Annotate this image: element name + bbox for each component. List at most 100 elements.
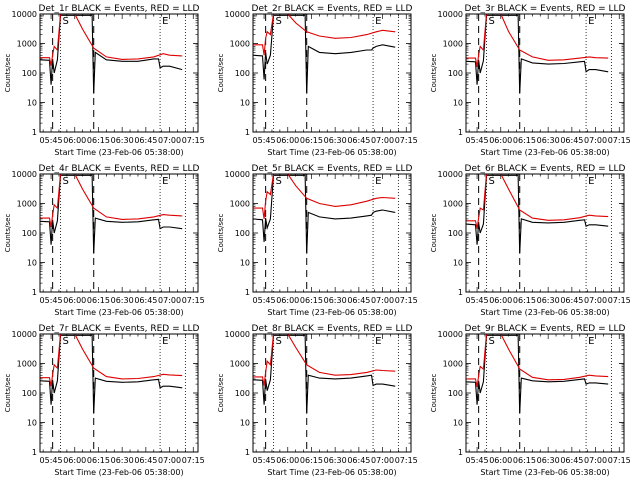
y-tick-label: 1 <box>245 128 250 137</box>
x-tick-label: 06:30 <box>111 456 134 465</box>
end-marker-label: E <box>375 336 381 347</box>
end-marker-label: E <box>375 16 381 27</box>
y-tick-label: 10 <box>27 99 37 108</box>
start-marker-label: S <box>489 176 495 187</box>
y-tick-label: 10 <box>453 99 463 108</box>
x-tick-label: 06:00 <box>489 136 512 145</box>
y-tick-label: 1000 <box>17 40 37 49</box>
x-tick-label: 05:45 <box>466 296 489 305</box>
x-tick-label: 05:45 <box>466 136 489 145</box>
plot-frame <box>465 13 625 133</box>
y-tick-label: 1 <box>458 288 463 297</box>
start-marker-label: S <box>63 176 69 187</box>
x-axis-label: Start Time (23-Feb-06 05:38:00) <box>54 308 183 317</box>
plot-frame <box>252 13 412 133</box>
end-marker-label: E <box>588 176 594 187</box>
end-marker-label: E <box>588 336 594 347</box>
y-tick-label: 100 <box>22 389 37 398</box>
x-tick-label: 06:15 <box>87 296 110 305</box>
series-line-events <box>466 14 609 94</box>
series-line-lld <box>40 14 183 66</box>
x-tick-label: 07:15 <box>182 456 205 465</box>
x-tick-label: 07:00 <box>371 136 394 145</box>
x-tick-label: 06:45 <box>560 296 583 305</box>
series-line-lld <box>253 174 396 219</box>
x-tick-label: 07:15 <box>608 136 631 145</box>
plot-frame <box>252 173 412 293</box>
plot-area <box>40 334 186 452</box>
plot-area <box>253 174 399 292</box>
x-tick-label: 05:45 <box>466 456 489 465</box>
x-tick-label: 05:45 <box>40 456 63 465</box>
series-line-events <box>40 174 183 254</box>
start-marker-label: S <box>63 336 69 347</box>
end-marker-label: E <box>162 176 168 187</box>
y-axis-label: Counts/sec <box>217 54 225 93</box>
x-tick-label: 05:45 <box>40 136 63 145</box>
x-tick-label: 06:00 <box>276 456 299 465</box>
series-line-lld <box>253 14 396 56</box>
plot-frame <box>465 173 625 293</box>
y-axis-label: Counts/sec <box>4 374 12 413</box>
y-tick-label: 1 <box>458 448 463 457</box>
x-tick-label: 06:15 <box>300 296 323 305</box>
y-tick-label: 1000 <box>17 360 37 369</box>
panel-title: Det_8r BLACK = Events, RED = LLD <box>252 324 413 334</box>
y-tick-label: 1000 <box>230 40 250 49</box>
series-line-events <box>40 14 183 94</box>
plot-area <box>40 14 186 132</box>
x-tick-label: 07:00 <box>371 296 394 305</box>
x-tick-label: 07:15 <box>395 296 418 305</box>
start-marker-label: S <box>276 16 282 27</box>
y-tick-label: 1000 <box>443 40 463 49</box>
x-tick-label: 07:15 <box>182 296 205 305</box>
panel-title: Det_2r BLACK = Events, RED = LLD <box>252 4 413 14</box>
plot-frame <box>39 13 199 133</box>
panel-8: Det_8r BLACK = Events, RED = LLD Counts/s… <box>217 324 418 477</box>
panel-7: Det_7r BLACK = Events, RED = LLD Counts/s… <box>4 324 205 477</box>
x-tick-label: 06:00 <box>489 296 512 305</box>
panel-title: Det_3r BLACK = Events, RED = LLD <box>465 4 626 14</box>
x-tick-label: 06:45 <box>134 296 157 305</box>
series-line-lld <box>466 334 609 388</box>
x-tick-label: 06:00 <box>63 296 86 305</box>
x-tick-label: 06:30 <box>111 136 134 145</box>
start-marker-label: S <box>276 176 282 187</box>
x-axis-label: Start Time (23-Feb-06 05:38:00) <box>54 148 183 157</box>
y-tick-label: 1000 <box>17 200 37 209</box>
y-axis-label: Counts/sec <box>430 214 438 253</box>
x-tick-label: 06:30 <box>111 296 134 305</box>
x-axis-label: Start Time (23-Feb-06 05:38:00) <box>267 468 396 477</box>
series-line-lld <box>466 14 609 68</box>
end-marker-label: E <box>162 16 168 27</box>
x-tick-label: 06:45 <box>560 136 583 145</box>
panel-title: Det_7r BLACK = Events, RED = LLD <box>39 324 200 334</box>
panel-5: Det_5r BLACK = Events, RED = LLD Counts/s… <box>217 164 418 317</box>
y-axis-label: Counts/sec <box>4 214 12 253</box>
y-axis-label: Counts/sec <box>217 374 225 413</box>
x-tick-label: 07:00 <box>584 296 607 305</box>
panel-title: Det_6r BLACK = Events, RED = LLD <box>465 164 626 174</box>
series-line-events <box>466 174 609 254</box>
panel-9: Det_9r BLACK = Events, RED = LLD Counts/s… <box>430 324 631 477</box>
series-line-events <box>253 334 396 414</box>
y-tick-label: 10 <box>27 259 37 268</box>
panel-2: Det_2r BLACK = Events, RED = LLD Counts/s… <box>217 4 418 157</box>
panel-title: Det_1r BLACK = Events, RED = LLD <box>39 4 200 14</box>
x-tick-label: 06:30 <box>537 136 560 145</box>
end-marker-label: E <box>375 176 381 187</box>
series-line-lld <box>253 334 396 386</box>
start-marker-label: S <box>276 336 282 347</box>
y-tick-label: 100 <box>448 229 463 238</box>
start-marker-label: S <box>63 16 69 27</box>
x-axis-label: Start Time (23-Feb-06 05:38:00) <box>267 308 396 317</box>
x-axis-label: Start Time (23-Feb-06 05:38:00) <box>267 148 396 157</box>
y-tick-label: 100 <box>22 69 37 78</box>
plot-frame <box>252 333 412 453</box>
x-tick-label: 07:00 <box>158 456 181 465</box>
series-line-lld <box>466 174 609 229</box>
x-tick-label: 06:45 <box>134 136 157 145</box>
x-tick-label: 05:45 <box>40 296 63 305</box>
series-line-events <box>253 14 396 94</box>
